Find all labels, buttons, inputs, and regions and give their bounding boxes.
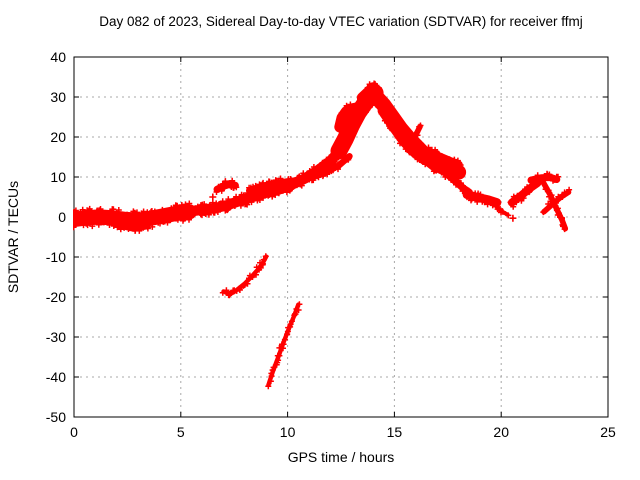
y-tick-label: 10 xyxy=(50,169,66,185)
data-marker-fringe xyxy=(73,80,573,390)
y-tick-label: -30 xyxy=(46,329,66,345)
scatter-data xyxy=(73,80,573,390)
plot-border xyxy=(73,56,609,418)
x-tick-label: 5 xyxy=(177,424,185,440)
isolated-data-markers xyxy=(73,193,517,225)
chart-title: Day 082 of 2023, Sidereal Day-to-day VTE… xyxy=(99,14,582,29)
axes-and-ticks: 0 5 10 15 20 25 -50 -40 -30 -20 -10 0 10 20 30 40 xyxy=(46,49,616,440)
y-tick-label: -20 xyxy=(46,289,66,305)
x-tick-label: 15 xyxy=(387,424,403,440)
y-tick-label: -10 xyxy=(46,249,66,265)
y-tick-label: -50 xyxy=(46,409,66,425)
y-tick-label: 40 xyxy=(50,49,66,65)
y-tick-label: 30 xyxy=(50,89,66,105)
y-tick-label: 0 xyxy=(58,209,66,225)
y-tick-label: 20 xyxy=(50,129,66,145)
x-tick-label: 20 xyxy=(493,424,509,440)
y-tick-label: -40 xyxy=(46,369,66,385)
x-tick-label: 25 xyxy=(600,424,616,440)
x-tick-label: 10 xyxy=(280,424,296,440)
y-axis-label: SDTVAR / TECUs xyxy=(5,181,21,293)
x-axis-label: GPS time / hours xyxy=(288,449,395,465)
x-tick-label: 0 xyxy=(70,424,78,440)
